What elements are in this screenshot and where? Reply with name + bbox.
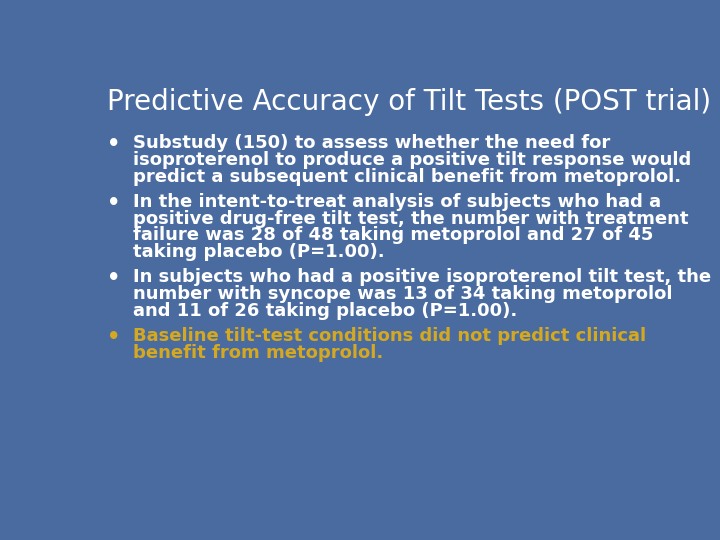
Text: •: • xyxy=(107,268,120,288)
Text: In subjects who had a positive isoproterenol tilt test, the: In subjects who had a positive isoproter… xyxy=(132,268,711,286)
Text: •: • xyxy=(107,327,120,347)
Text: predict a subsequent clinical benefit from metoprolol.: predict a subsequent clinical benefit fr… xyxy=(132,168,680,186)
Text: taking placebo (P=1.00).: taking placebo (P=1.00). xyxy=(132,244,384,261)
Text: isoproterenol to produce a positive tilt response would: isoproterenol to produce a positive tilt… xyxy=(132,151,691,169)
Text: number with syncope was 13 of 34 taking metoprolol: number with syncope was 13 of 34 taking … xyxy=(132,285,672,303)
Text: •: • xyxy=(107,193,120,213)
Text: Predictive Accuracy of Tilt Tests (POST trial): Predictive Accuracy of Tilt Tests (POST … xyxy=(107,88,711,116)
Text: benefit from metoprolol.: benefit from metoprolol. xyxy=(132,343,383,362)
Text: In the intent-to-treat analysis of subjects who had a: In the intent-to-treat analysis of subje… xyxy=(132,193,661,211)
Text: and 11 of 26 taking placebo (P=1.00).: and 11 of 26 taking placebo (P=1.00). xyxy=(132,302,517,320)
Text: Baseline tilt-test conditions did not predict clinical: Baseline tilt-test conditions did not pr… xyxy=(132,327,646,345)
Text: positive drug-free tilt test, the number with treatment: positive drug-free tilt test, the number… xyxy=(132,210,688,227)
Text: Substudy (150) to assess whether the need for: Substudy (150) to assess whether the nee… xyxy=(132,134,610,152)
Text: •: • xyxy=(107,134,120,154)
Text: failure was 28 of 48 taking metoprolol and 27 of 45: failure was 28 of 48 taking metoprolol a… xyxy=(132,226,653,245)
